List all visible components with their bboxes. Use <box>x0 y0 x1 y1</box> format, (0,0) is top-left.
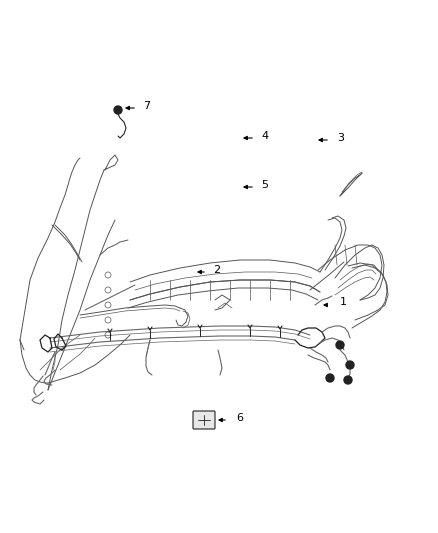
Circle shape <box>326 374 334 382</box>
Circle shape <box>114 106 122 114</box>
Text: 2: 2 <box>213 265 220 275</box>
Text: 3: 3 <box>337 133 344 143</box>
Circle shape <box>346 361 354 369</box>
Text: 1: 1 <box>340 297 347 307</box>
Text: 5: 5 <box>261 180 268 190</box>
Text: 4: 4 <box>261 131 268 141</box>
Circle shape <box>336 341 344 349</box>
FancyBboxPatch shape <box>193 411 215 429</box>
Text: 7: 7 <box>143 101 150 111</box>
Text: 6: 6 <box>236 413 243 423</box>
Circle shape <box>344 376 352 384</box>
